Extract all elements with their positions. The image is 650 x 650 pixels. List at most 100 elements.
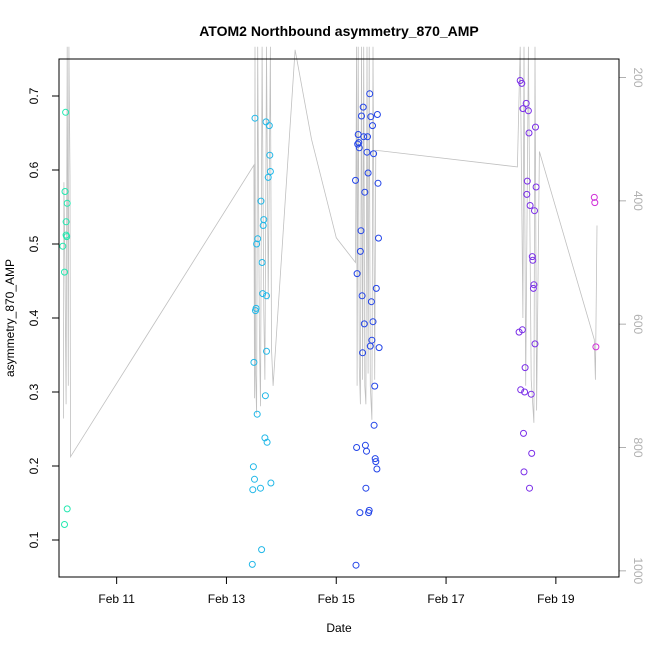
data-point (61, 268, 68, 276)
right-tick-label: 200 (631, 67, 645, 87)
data-point (266, 168, 274, 175)
data-point (252, 304, 260, 312)
plot-frame (58, 58, 620, 578)
data-point (372, 458, 380, 466)
x-tick-label: Feb 17 (427, 592, 465, 606)
data-point (63, 505, 71, 513)
data-point (520, 429, 527, 437)
data-point (352, 176, 359, 184)
data-point (370, 421, 378, 429)
y-tick-label: 0.5 (27, 235, 41, 252)
data-point (263, 438, 271, 446)
data-point (61, 521, 68, 528)
data-point (353, 444, 361, 451)
data-point (249, 486, 257, 494)
data-point (524, 107, 532, 115)
data-point (522, 99, 530, 107)
data-point (369, 318, 377, 326)
data-point (521, 364, 529, 372)
data-point (360, 320, 368, 328)
x-tick-label: Feb 11 (98, 592, 135, 606)
data-point (354, 140, 362, 148)
data-point (517, 386, 525, 394)
data-point (367, 298, 375, 306)
data-point (359, 103, 367, 111)
data-point (375, 234, 382, 242)
data-point (367, 113, 375, 121)
data-point (364, 169, 372, 177)
data-point (248, 560, 256, 568)
right-tick-label: 1000 (631, 557, 645, 584)
data-point (62, 218, 70, 226)
data-point (518, 79, 526, 87)
data-point (365, 506, 373, 514)
x-axis-label: Date (326, 621, 352, 635)
data-point (361, 188, 369, 196)
data-point (529, 256, 537, 264)
data-point (530, 281, 538, 289)
data-point (257, 484, 264, 492)
data-point (263, 347, 270, 355)
y-axis-label: asymmetry_870_AMP (3, 259, 17, 377)
pressure-line (63, 46, 598, 459)
data-point (527, 390, 535, 398)
data-point (258, 546, 266, 554)
right-tick-label: 600 (631, 314, 645, 334)
data-point (249, 463, 257, 471)
data-point (366, 90, 374, 98)
data-point (260, 216, 268, 224)
data-point (358, 112, 365, 120)
data-point (59, 242, 67, 250)
data-point (371, 455, 379, 463)
data-point (355, 139, 363, 147)
data-point (264, 173, 272, 181)
y-tick-label: 0.1 (27, 531, 41, 548)
data-point (371, 382, 379, 390)
y-tick-label: 0.3 (27, 383, 41, 400)
data-point (358, 292, 366, 300)
data-point (363, 447, 370, 455)
data-point (373, 465, 381, 473)
data-point (250, 358, 258, 366)
data-point (369, 122, 376, 130)
data-point (374, 179, 382, 187)
data-point (253, 410, 261, 418)
data-point (591, 199, 599, 207)
x-tick-label: Feb 15 (318, 592, 356, 606)
data-point (266, 151, 274, 159)
data-point (258, 259, 266, 266)
data-point (254, 235, 262, 243)
data-point (257, 197, 265, 205)
data-point (61, 188, 69, 195)
data-point (531, 340, 539, 348)
data-point (592, 343, 600, 351)
data-point (521, 388, 529, 396)
data-point (251, 475, 258, 483)
data-point (251, 114, 259, 122)
data-point (356, 247, 364, 255)
data-point (259, 290, 267, 298)
data-point (357, 227, 365, 235)
data-point (528, 253, 536, 261)
right-tick-label: 400 (631, 191, 645, 211)
data-point (267, 479, 275, 487)
right-tick-label: 800 (631, 437, 645, 457)
data-point (518, 326, 526, 334)
chart-title: ATOM2 Northbound asymmetry_870_AMP (199, 23, 479, 39)
data-point (352, 561, 360, 569)
data-point (528, 449, 536, 457)
data-point (263, 292, 270, 300)
data-point (526, 484, 533, 492)
data-point (253, 240, 261, 248)
data-point (520, 468, 528, 476)
data-point (531, 207, 538, 215)
data-point (362, 484, 370, 492)
data-point (356, 509, 364, 517)
data-point (523, 177, 531, 185)
x-tick-label: Feb 13 (208, 592, 246, 606)
data-point (525, 129, 533, 137)
y-tick-label: 0.6 (27, 161, 41, 178)
data-point (532, 183, 540, 191)
data-point (353, 270, 361, 278)
